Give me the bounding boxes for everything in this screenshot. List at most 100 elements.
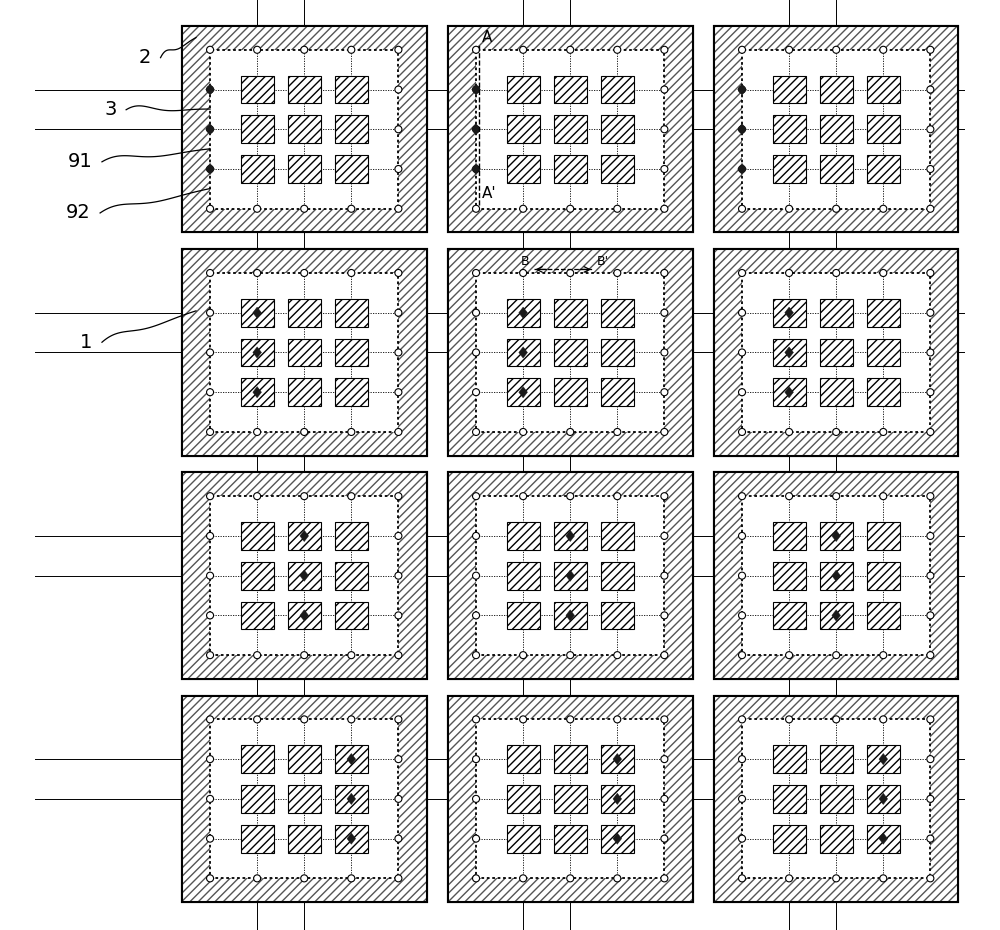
Polygon shape: [347, 793, 356, 804]
Bar: [554, 825, 587, 853]
Bar: [476, 497, 664, 655]
Bar: [448, 472, 693, 679]
Circle shape: [473, 389, 480, 396]
Circle shape: [614, 875, 621, 882]
Circle shape: [301, 493, 308, 499]
Circle shape: [786, 46, 793, 53]
Bar: [448, 26, 693, 232]
Circle shape: [661, 755, 668, 763]
Circle shape: [207, 795, 214, 803]
Circle shape: [348, 493, 355, 499]
Bar: [182, 472, 427, 679]
Bar: [335, 825, 368, 853]
Polygon shape: [613, 833, 622, 844]
Circle shape: [661, 309, 668, 316]
Bar: [398, 720, 427, 878]
Polygon shape: [519, 347, 527, 358]
Bar: [476, 720, 664, 878]
Bar: [930, 497, 958, 655]
Circle shape: [395, 126, 402, 133]
Bar: [601, 299, 634, 326]
Bar: [182, 878, 427, 902]
Circle shape: [739, 835, 746, 843]
Bar: [554, 339, 587, 366]
Circle shape: [207, 389, 214, 396]
Bar: [398, 273, 427, 432]
Bar: [476, 273, 664, 432]
Bar: [714, 696, 958, 902]
Bar: [448, 208, 693, 232]
Bar: [448, 472, 693, 679]
Bar: [554, 562, 587, 590]
Bar: [335, 299, 368, 326]
Circle shape: [880, 270, 887, 276]
Bar: [448, 249, 693, 456]
Bar: [867, 379, 900, 406]
Bar: [507, 522, 540, 550]
Bar: [182, 655, 427, 679]
Polygon shape: [566, 570, 575, 581]
Circle shape: [739, 716, 746, 723]
Bar: [288, 75, 321, 103]
Circle shape: [207, 166, 214, 173]
Circle shape: [207, 86, 214, 93]
Circle shape: [614, 429, 621, 435]
Circle shape: [395, 86, 402, 93]
Bar: [714, 696, 958, 902]
Bar: [335, 785, 368, 813]
Polygon shape: [738, 84, 746, 95]
Bar: [448, 720, 476, 878]
Circle shape: [473, 532, 480, 539]
Circle shape: [348, 716, 355, 723]
Circle shape: [786, 429, 793, 435]
Bar: [867, 75, 900, 103]
Bar: [335, 602, 368, 630]
Circle shape: [207, 126, 214, 133]
Circle shape: [254, 206, 261, 212]
Circle shape: [395, 270, 402, 276]
Circle shape: [833, 716, 840, 723]
Bar: [554, 299, 587, 326]
Circle shape: [207, 493, 214, 499]
Bar: [335, 155, 368, 183]
Bar: [930, 720, 958, 878]
Bar: [773, 522, 806, 550]
Circle shape: [739, 126, 746, 133]
Circle shape: [927, 389, 934, 396]
Bar: [182, 208, 427, 232]
Bar: [820, 785, 853, 813]
Circle shape: [473, 349, 480, 356]
Bar: [288, 379, 321, 406]
Bar: [476, 50, 664, 208]
Text: B: B: [521, 255, 530, 268]
Bar: [507, 785, 540, 813]
Text: 1: 1: [80, 333, 93, 352]
Circle shape: [473, 795, 480, 803]
Circle shape: [739, 532, 746, 539]
Circle shape: [473, 46, 480, 53]
Bar: [664, 497, 693, 655]
Bar: [714, 472, 958, 679]
Circle shape: [927, 206, 934, 212]
Circle shape: [473, 612, 480, 619]
Circle shape: [567, 716, 574, 723]
Bar: [335, 115, 368, 143]
Bar: [210, 497, 398, 655]
Polygon shape: [566, 610, 575, 621]
Circle shape: [786, 206, 793, 212]
Circle shape: [927, 612, 934, 619]
Circle shape: [567, 875, 574, 882]
Circle shape: [254, 875, 261, 882]
Circle shape: [927, 652, 934, 658]
Circle shape: [661, 835, 668, 843]
Circle shape: [254, 493, 261, 499]
Circle shape: [661, 86, 668, 93]
Bar: [182, 696, 427, 902]
Polygon shape: [879, 753, 888, 764]
Bar: [554, 745, 587, 773]
Bar: [601, 825, 634, 853]
Circle shape: [927, 270, 934, 276]
Circle shape: [739, 46, 746, 53]
Bar: [182, 249, 427, 273]
Bar: [448, 655, 693, 679]
